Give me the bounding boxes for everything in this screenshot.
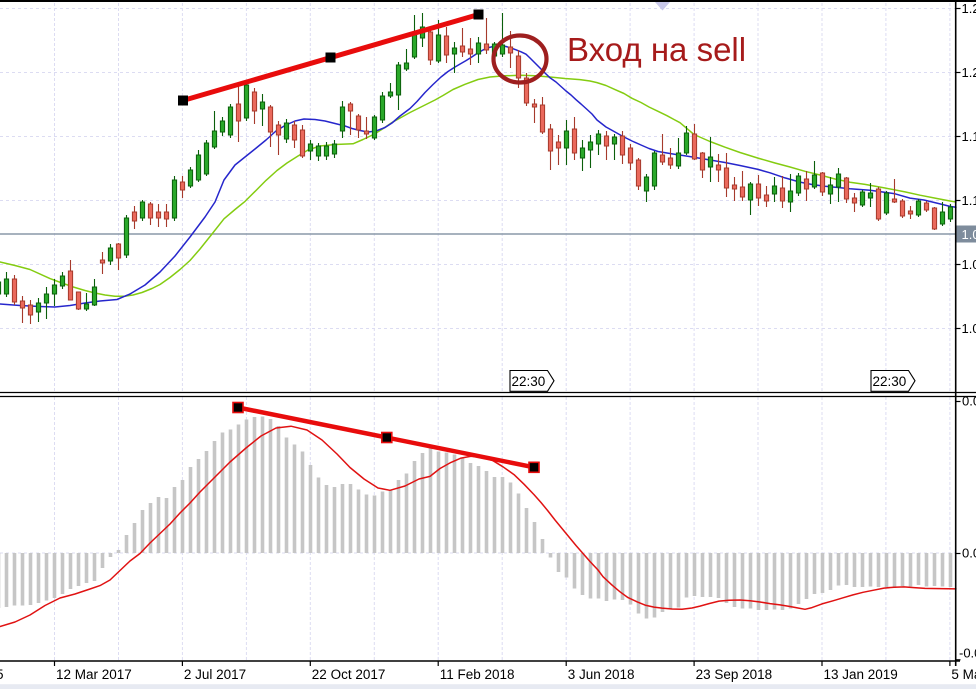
svg-text:11 Feb 2018: 11 Feb 2018 <box>440 667 515 682</box>
svg-text:3 Jun 2018: 3 Jun 2018 <box>568 667 635 682</box>
svg-text:5 May 2019: 5 May 2019 <box>951 667 976 682</box>
svg-text:22:30: 22:30 <box>873 374 907 389</box>
svg-text:12 Mar 2017: 12 Mar 2017 <box>56 667 132 682</box>
svg-text:13 Jan 2019: 13 Jan 2019 <box>824 667 898 682</box>
svg-text:1.00: 1.00 <box>962 321 976 336</box>
svg-text:5: 5 <box>0 667 4 682</box>
svg-text:1.15: 1.15 <box>962 129 976 144</box>
svg-text:22 Oct 2017: 22 Oct 2017 <box>312 667 386 682</box>
svg-text:1.25: 1.25 <box>962 1 976 16</box>
svg-text:23 Sep 2018: 23 Sep 2018 <box>696 667 773 682</box>
svg-text:0.05: 0.05 <box>962 394 976 409</box>
svg-text:0.00: 0.00 <box>962 546 976 561</box>
svg-text:1.10: 1.10 <box>962 193 976 208</box>
svg-text:22:30: 22:30 <box>512 374 546 389</box>
svg-text:1.20: 1.20 <box>962 65 976 80</box>
svg-text:2 Jul 2017: 2 Jul 2017 <box>184 667 246 682</box>
svg-text:Вход на sell: Вход на sell <box>567 31 746 68</box>
svg-text:1.08: 1.08 <box>962 227 976 242</box>
svg-text:1.05: 1.05 <box>962 257 976 272</box>
svg-text:-0.0: -0.0 <box>959 646 976 661</box>
